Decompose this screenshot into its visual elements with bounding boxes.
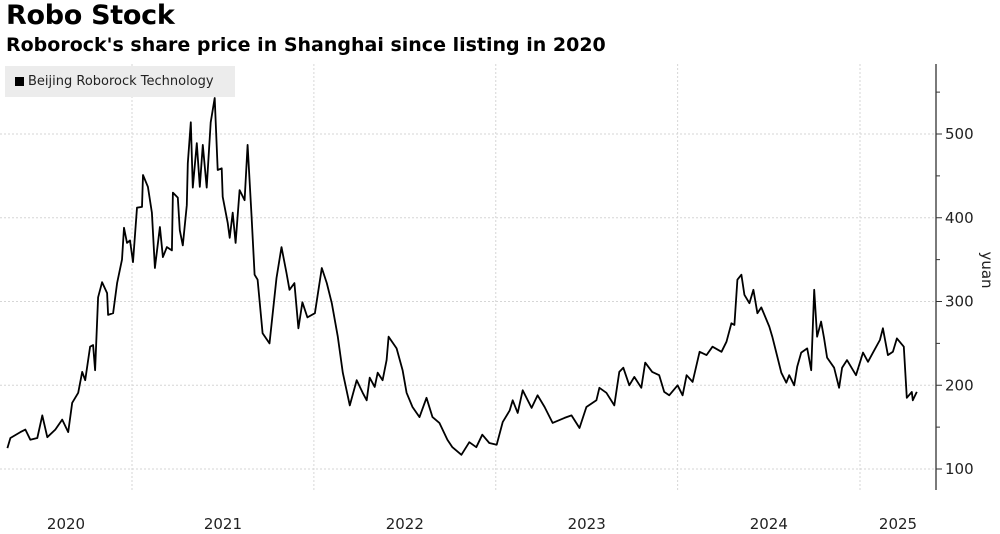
x-tick-label: 2024 — [750, 515, 788, 533]
y-tick-label: 200 — [945, 376, 974, 394]
y-tick-label: 100 — [945, 460, 974, 478]
y-axis-label: yuan — [978, 251, 996, 288]
gridlines — [0, 64, 936, 490]
y-axis: 100 200 300 400 500 — [935, 64, 974, 490]
series-line — [6, 97, 918, 456]
x-tick-label: 2025 — [879, 515, 917, 533]
y-tick-label: 300 — [945, 293, 974, 311]
legend-swatch — [15, 77, 24, 86]
legend-label: Beijing Roborock Technology — [28, 74, 214, 89]
x-axis-labels: 2020 2021 2022 2023 2024 2025 — [47, 515, 917, 533]
x-tick-label: 2023 — [568, 515, 606, 533]
chart-title: Robo Stock — [6, 0, 175, 31]
y-tick-label: 500 — [945, 125, 974, 143]
x-tick-label: 2021 — [204, 515, 242, 533]
x-tick-label: 2022 — [386, 515, 424, 533]
y-tick-label: 400 — [945, 209, 974, 227]
legend: Beijing Roborock Technology — [5, 66, 235, 97]
series-lines — [6, 97, 918, 456]
x-tick-label: 2020 — [47, 515, 85, 533]
chart-subtitle: Roborock's share price in Shanghai since… — [6, 34, 606, 56]
